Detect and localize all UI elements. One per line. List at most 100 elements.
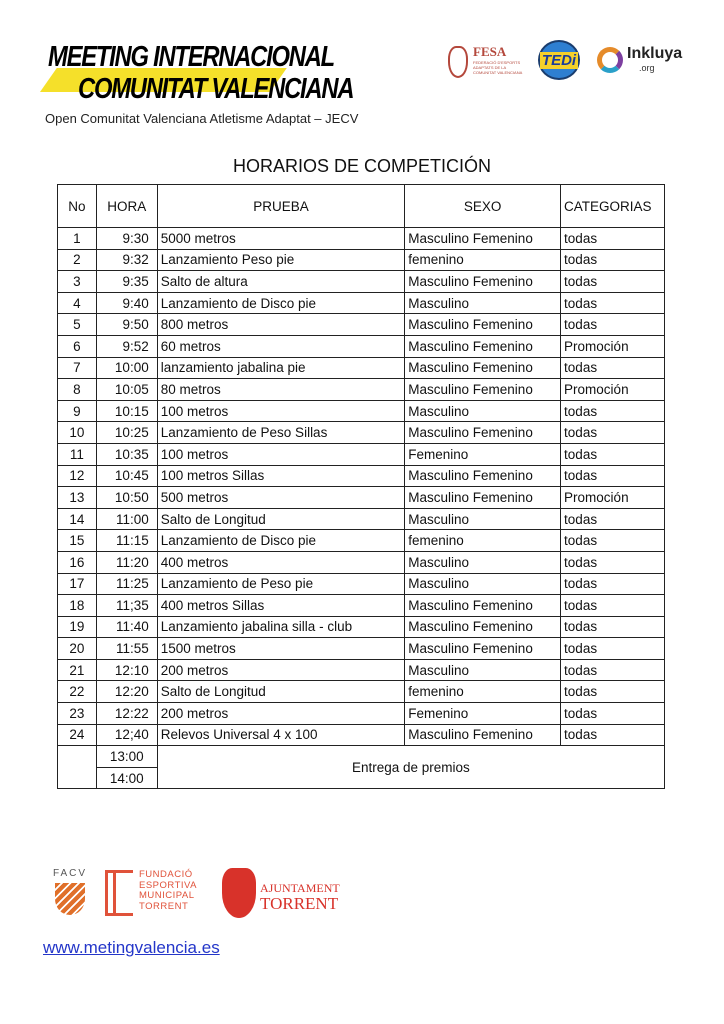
fundacio-line: FUNDACIÓ xyxy=(139,869,193,880)
torrent-shield-icon xyxy=(222,868,256,918)
fundacio-line: ESPORTIVA xyxy=(139,879,197,891)
cell-prueba: Salto de Longitud xyxy=(156,680,406,704)
cell-sexo: Masculino Femenino xyxy=(404,723,562,747)
cell-prueba: 200 metros xyxy=(156,658,406,682)
fundacio-line: MUNICIPAL xyxy=(139,890,195,901)
fesa-logo: FESA FEDERACIÓ D'ESPORTS ADAPTATS DE LA … xyxy=(448,44,533,80)
cell-prueba: 400 metros Sillas xyxy=(156,594,406,617)
cell-no: 6 xyxy=(57,334,97,358)
cell-categoria: todas xyxy=(560,572,665,596)
cell-sexo: Masculino Femenino xyxy=(404,227,562,250)
cell-sexo: Masculino Femenino xyxy=(404,356,562,380)
cell-no: 18 xyxy=(57,594,97,617)
cell-categoria: todas xyxy=(560,421,665,444)
table-row: 15 11:15 Lanzamiento de Disco pie femenino t… xyxy=(57,529,665,552)
inkluya-text: Inkluya xyxy=(627,45,683,62)
cell-prueba: Relevos Universal 4 x 100 xyxy=(156,723,406,747)
table-row: 23 12:22 200 metros Femenino todas xyxy=(57,702,665,725)
cell-hora: 10:15 xyxy=(95,399,158,423)
ajuntament-line: AJUNTAMENT xyxy=(260,881,340,895)
cell-no: 24 xyxy=(57,723,97,747)
ajuntament-logo: AJUNTAMENT TORRENT xyxy=(222,868,342,920)
table-row: 6 9:52 60 metros Masculino Femenino Promoció… xyxy=(57,334,665,358)
cell-categoria: todas xyxy=(560,594,665,617)
cell-hora: 9:52 xyxy=(95,334,158,358)
cell-hora: 10:00 xyxy=(95,356,158,380)
cell-categoria: todas xyxy=(560,529,665,552)
table-row: 9 10:15 100 metros Masculino todas xyxy=(57,399,665,423)
cell-sexo: Masculino xyxy=(404,658,562,682)
column-header-hora: HORA xyxy=(95,184,158,228)
cell-categoria: todas xyxy=(560,227,665,250)
table-row: 20 11:55 1500 metros Masculino Femenino toda… xyxy=(57,637,665,660)
table-row: 11 10:35 100 metros Femenino todas xyxy=(57,442,665,466)
cell-no: 15 xyxy=(57,529,97,552)
cell-categoria: Promoción xyxy=(560,378,665,401)
cell-sexo: Masculino xyxy=(404,291,562,315)
cell-hora: 9:50 xyxy=(95,313,158,336)
table-row: 17 11:25 Lanzamiento de Peso pie Masculino t… xyxy=(57,572,665,596)
cell-prueba: Salto de Longitud xyxy=(156,507,406,531)
fundacio-line: TORRENT xyxy=(139,900,189,912)
cell-hora: 11:20 xyxy=(95,550,158,574)
cell-sexo: Masculino Femenino xyxy=(404,615,562,639)
cell-categoria: todas xyxy=(560,723,665,747)
table-row: 24 12;40 Relevos Universal 4 x 100 Masculin… xyxy=(57,723,665,747)
cell-no: 8 xyxy=(57,378,97,401)
cell-no: 17 xyxy=(57,572,97,596)
column-header-sexo: SEXO xyxy=(404,184,562,228)
page-title: HORARIOS DE COMPETICIÓN xyxy=(232,156,492,176)
cell-categoria: todas xyxy=(560,615,665,639)
table-row: 8 10:05 80 metros Masculino Femenino Promoci… xyxy=(57,378,665,401)
cell-no: 23 xyxy=(57,702,97,725)
cell-sexo: Masculino Femenino xyxy=(404,464,562,488)
cell-hora: 10:25 xyxy=(95,421,158,444)
cell-prueba: 1500 metros xyxy=(156,637,406,660)
cell-sexo: Masculino xyxy=(404,507,562,531)
cell-sexo: Masculino Femenino xyxy=(404,313,562,336)
schedule-table: No HORA PRUEBA SEXO CATEGORIAS 1 9:30 5000… xyxy=(57,184,666,790)
cell-prueba: 400 metros xyxy=(156,550,406,574)
cell-prueba: Lanzamiento de Peso Sillas xyxy=(156,421,406,444)
cell-hora: 9:30 xyxy=(95,227,158,250)
cell-hora: 11:25 xyxy=(95,572,158,596)
table-row: 5 9:50 800 metros Masculino Femenino todas xyxy=(57,313,665,336)
ajuntament-text: AJUNTAMENT TORRENT xyxy=(260,882,340,913)
column-header-categorias: CATEGORIAS xyxy=(560,184,665,228)
cell-sexo: Masculino Femenino xyxy=(404,421,562,444)
cell-hora: 9:35 xyxy=(95,270,158,293)
brand-line-1: MEETING INTERNACIONAL xyxy=(48,41,335,73)
website-link[interactable]: www.metingvalencia.es xyxy=(43,938,220,957)
cell-hora: 9:32 xyxy=(95,248,158,272)
cell-hora: 11:15 xyxy=(95,529,158,552)
inkluya-logo: Inkluya .org xyxy=(597,43,687,77)
cell-categoria: Promoción xyxy=(560,486,665,509)
cell-categoria: todas xyxy=(560,442,665,466)
cell-sexo: Masculino Femenino xyxy=(404,637,562,660)
cell-hora: 12:20 xyxy=(95,680,158,704)
cell-categoria: todas xyxy=(560,658,665,682)
cell-categoria: Promoción xyxy=(560,334,665,358)
cell-sexo: Masculino Femenino xyxy=(404,594,562,617)
table-row: 7 10:00 lanzamiento jabalina pie Masculino … xyxy=(57,356,665,380)
table-row: 12 10:45 100 metros Sillas Masculino Femeni… xyxy=(57,464,665,488)
event-subtitle: Open Comunitat Valenciana Atletisme Adap… xyxy=(45,111,359,126)
fundacio-f-icon xyxy=(105,870,133,916)
table-row: 16 11:20 400 metros Masculino todas xyxy=(57,550,665,574)
fesa-subtext: FEDERACIÓ D'ESPORTS ADAPTATS DE LA COMUN… xyxy=(473,60,523,75)
cell-prueba: 100 metros xyxy=(156,399,406,423)
cell-no: 5 xyxy=(57,313,97,336)
cell-no: 21 xyxy=(57,658,97,682)
table-row: 21 12:10 200 metros Masculino todas xyxy=(57,658,665,682)
cell-sexo: Masculino Femenino xyxy=(404,334,562,358)
cell-sexo: Masculino xyxy=(404,550,562,574)
cell-hora: 13:00 xyxy=(95,745,158,768)
tedi-logo: TEDi xyxy=(538,40,580,80)
table-row: 4 9:40 Lanzamiento de Disco pie Masculino to… xyxy=(57,291,665,315)
cell-categoria: todas xyxy=(560,248,665,272)
cell-hora: 10:35 xyxy=(95,442,158,466)
cell-prueba: Salto de altura xyxy=(156,270,406,293)
cell-categoria: todas xyxy=(560,291,665,315)
cell-hora: 14:00 xyxy=(95,766,158,790)
cell-sexo: femenino xyxy=(404,248,562,272)
